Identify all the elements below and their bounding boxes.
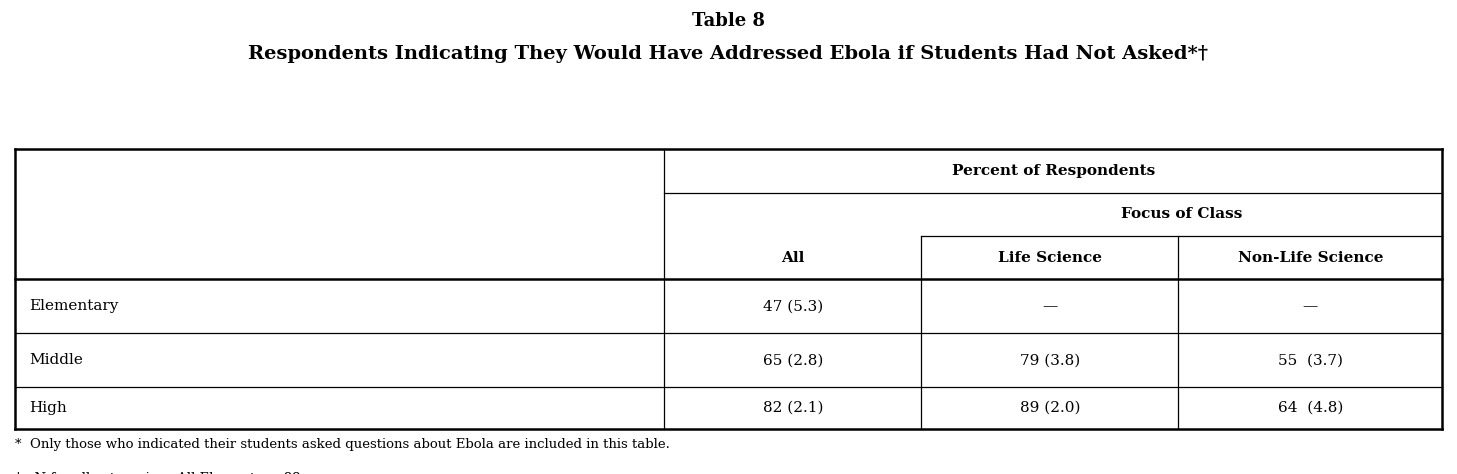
- Text: High: High: [29, 401, 67, 415]
- Text: 65 (2.8): 65 (2.8): [762, 353, 823, 367]
- Text: Focus of Class: Focus of Class: [1120, 207, 1243, 221]
- Text: 82 (2.1): 82 (2.1): [762, 401, 823, 415]
- Text: 79 (3.8): 79 (3.8): [1020, 353, 1080, 367]
- Text: Respondents Indicating They Would Have Addressed Ebola if Students Had Not Asked: Respondents Indicating They Would Have A…: [249, 45, 1208, 63]
- Text: Life Science: Life Science: [998, 251, 1101, 264]
- Text: —: —: [1303, 300, 1319, 313]
- Text: All: All: [781, 251, 804, 264]
- Text: Elementary: Elementary: [29, 300, 118, 313]
- Text: Non-Life Science: Non-Life Science: [1237, 251, 1383, 264]
- Text: 55  (3.7): 55 (3.7): [1278, 353, 1343, 367]
- Text: Percent of Respondents: Percent of Respondents: [951, 164, 1155, 178]
- Text: —: —: [1042, 300, 1058, 313]
- Text: Middle: Middle: [29, 353, 83, 367]
- Text: Table 8: Table 8: [692, 12, 765, 30]
- Text: 47 (5.3): 47 (5.3): [762, 300, 823, 313]
- Text: 64  (4.8): 64 (4.8): [1278, 401, 1343, 415]
- Text: 89 (2.0): 89 (2.0): [1020, 401, 1080, 415]
- Text: †   N for all categories:  All Elementary, 88: † N for all categories: All Elementary, …: [15, 472, 300, 474]
- Text: *  Only those who indicated their students asked questions about Ebola are inclu: * Only those who indicated their student…: [15, 438, 669, 450]
